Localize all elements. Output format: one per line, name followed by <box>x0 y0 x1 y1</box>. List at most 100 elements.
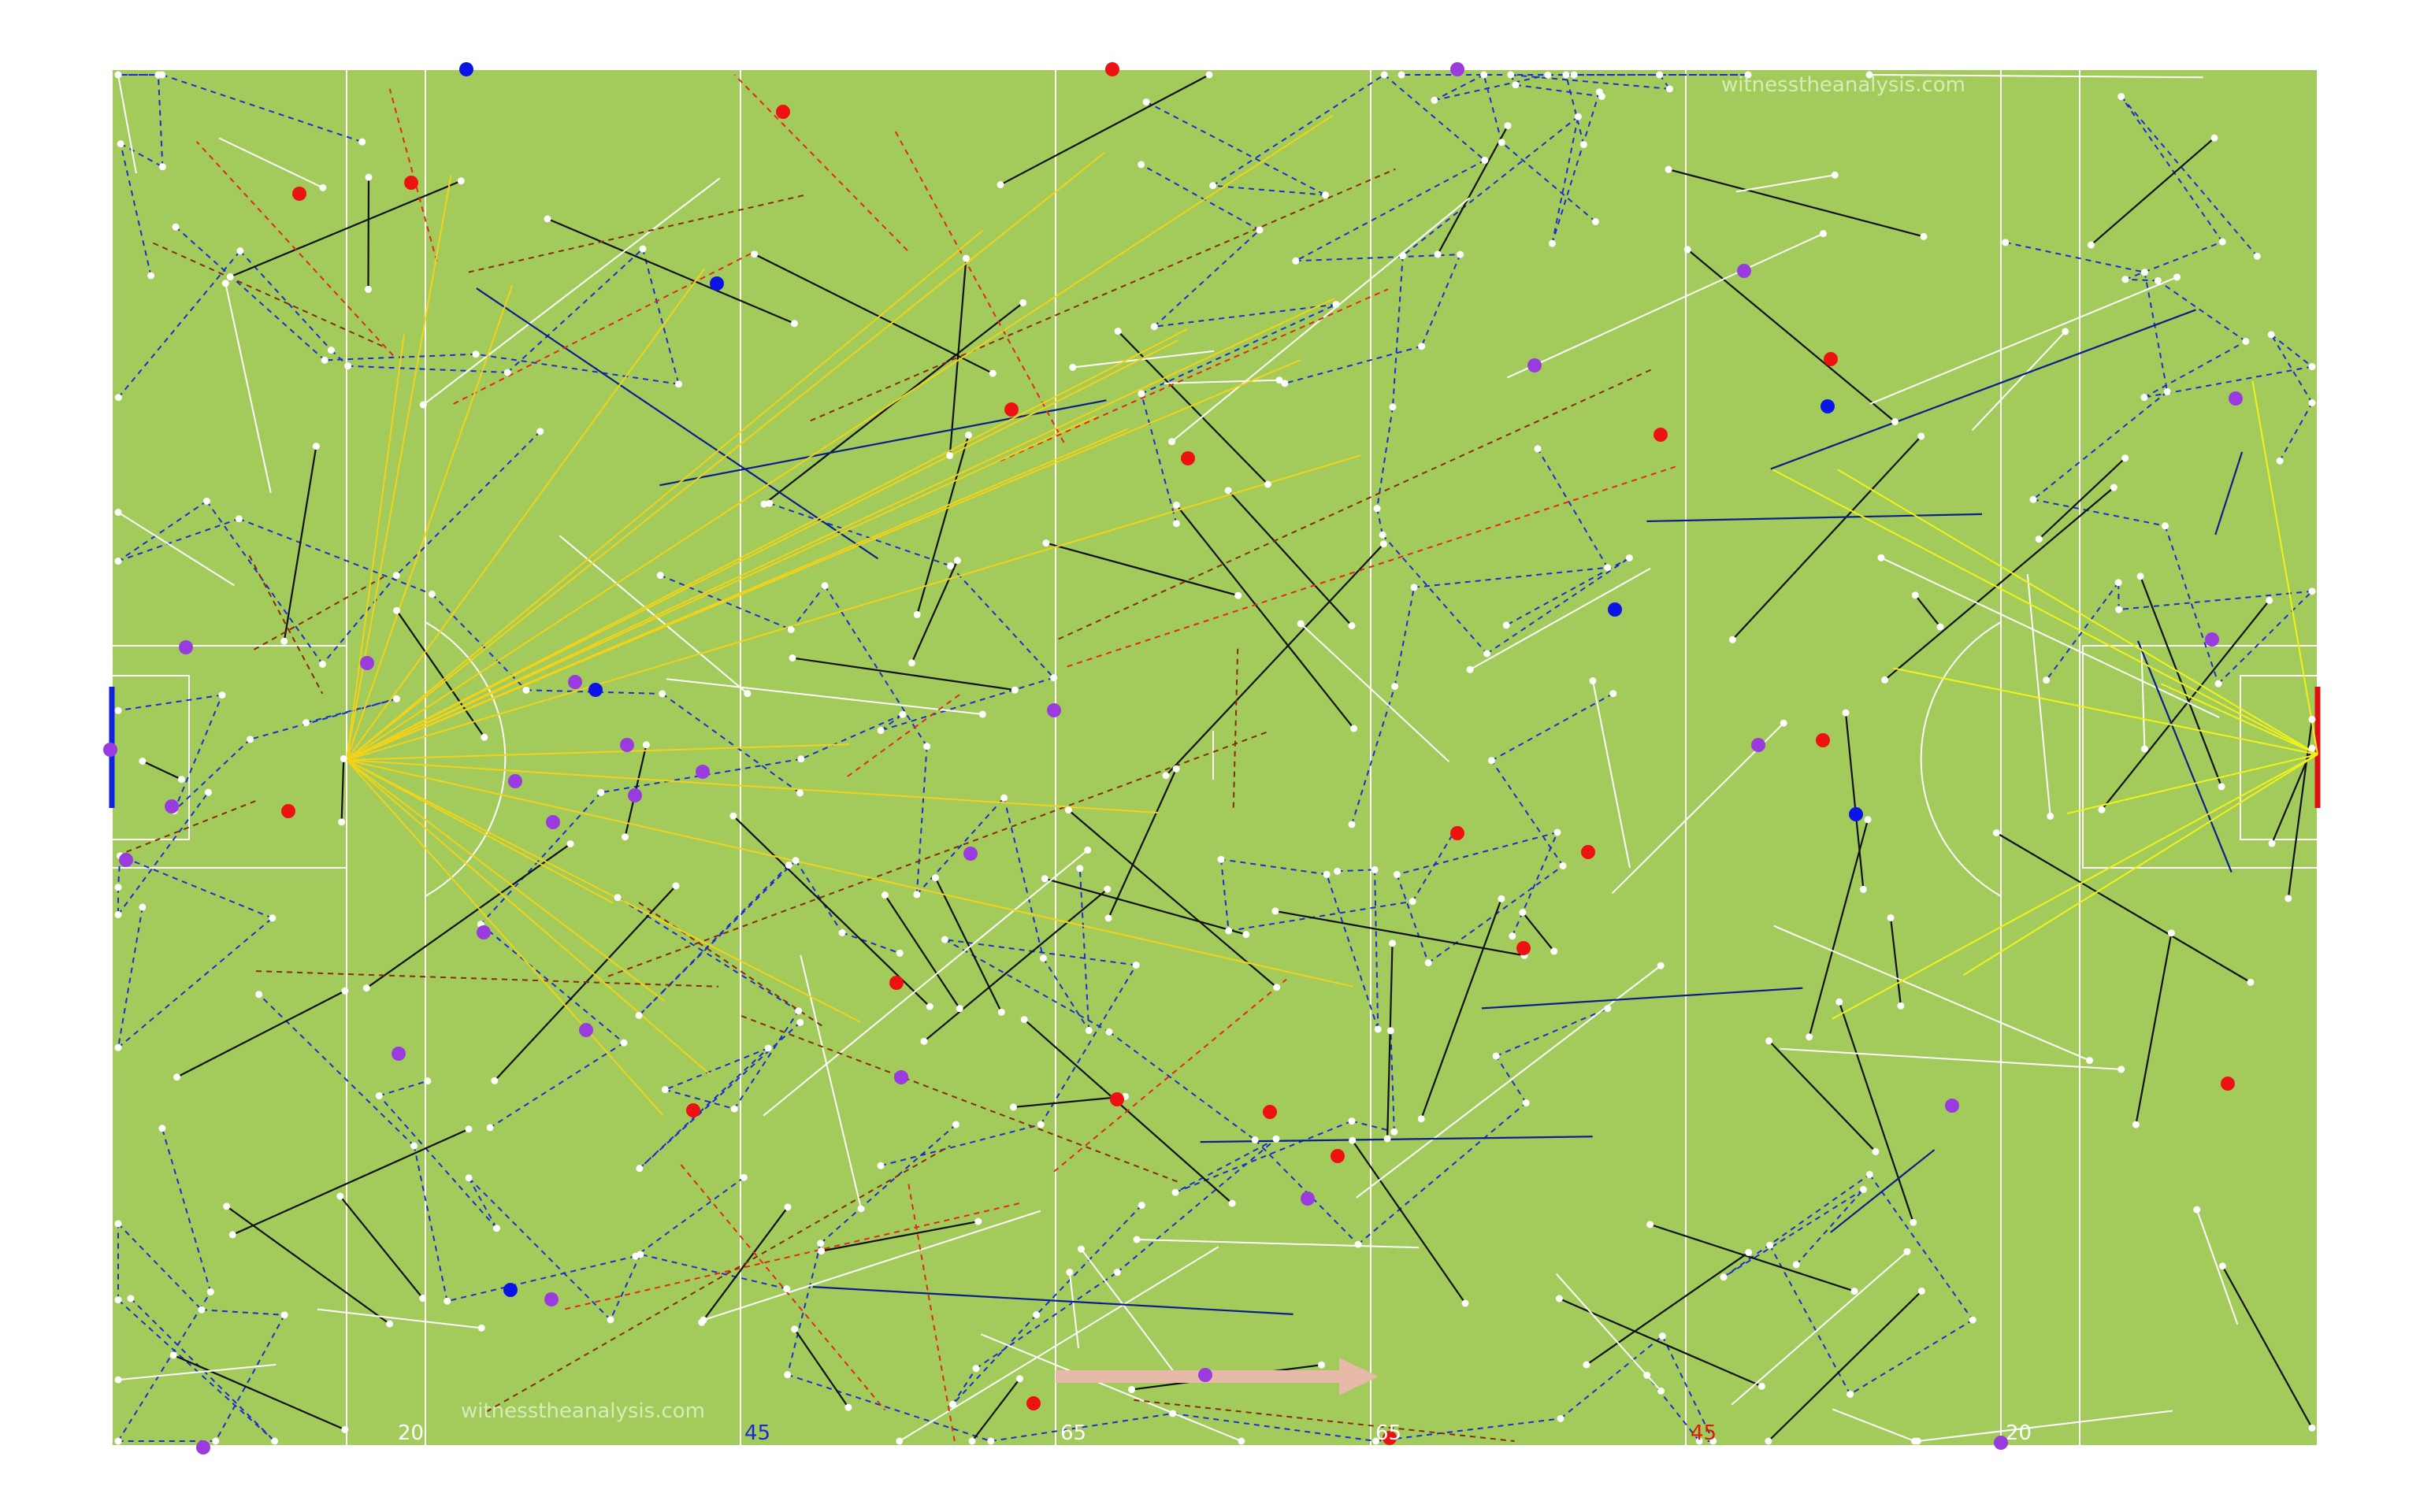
hand-pass-line <box>1220 859 1230 932</box>
hand-pass-line <box>206 500 324 665</box>
pass-node <box>1037 1121 1045 1128</box>
pass-node <box>1066 1269 1074 1277</box>
kick-pass-line <box>176 990 346 1078</box>
pass-node <box>2276 457 2284 465</box>
hand-pass-line <box>1501 142 1597 223</box>
hand-pass-line <box>175 226 325 361</box>
pass-node <box>784 1371 792 1379</box>
hand-pass-line <box>117 694 223 712</box>
pass-node <box>2132 1121 2140 1128</box>
shot-line <box>346 454 1361 761</box>
pass-node <box>1334 867 1342 875</box>
opposition-kick-line <box>1869 276 2177 405</box>
shot-line <box>1962 754 2318 976</box>
pass-node <box>1348 1117 1356 1125</box>
pass-node <box>2193 1206 2201 1214</box>
pass-node <box>923 743 931 750</box>
hand-pass-line <box>2279 402 2313 461</box>
yard-label-65-right: 65 <box>1375 1421 1401 1445</box>
pass-node <box>1665 85 1673 93</box>
hand-pass-line <box>1040 965 1138 1125</box>
hand-pass-line <box>1412 830 1456 902</box>
pass-node <box>2043 676 2051 684</box>
pass-node <box>1466 665 1474 673</box>
kick-pass-line <box>1844 712 1865 890</box>
kick-pass-line <box>1586 1251 1750 1366</box>
pass-node <box>338 818 346 826</box>
hand-pass-line <box>120 854 273 919</box>
neutral-event-dot <box>179 640 193 654</box>
neutral-event-dot <box>360 656 374 670</box>
pass-node <box>791 1325 799 1333</box>
pass-node <box>1550 947 1558 955</box>
pass-node <box>789 654 796 662</box>
pass-node <box>204 788 212 796</box>
pass-node <box>1562 71 1570 79</box>
hand-pass-line <box>916 797 1005 895</box>
kick-pass-line <box>793 1329 849 1408</box>
pass-node <box>1078 1245 1086 1253</box>
pass-node <box>1271 907 1279 915</box>
shot-line <box>346 297 1336 761</box>
hand-pass-line <box>525 689 663 695</box>
pass-node <box>1720 1273 1728 1281</box>
kick-pass-line <box>1013 1095 1126 1109</box>
pass-node <box>1872 1147 1880 1155</box>
hand-pass-line <box>161 1128 212 1292</box>
pass-node <box>206 1288 214 1296</box>
opposition-kick-line <box>317 1308 482 1329</box>
hand-pass-line <box>2032 498 2166 527</box>
hand-pass-line <box>214 1314 285 1442</box>
pass-node-layer <box>114 71 2316 1445</box>
hand-pass-line <box>1175 1138 1277 1194</box>
pass-node <box>2247 978 2255 986</box>
hand-pass-line <box>975 1271 1118 1369</box>
hand-pass-line <box>2125 278 2158 282</box>
pass-node <box>1417 1115 1425 1123</box>
pass-node <box>114 558 122 565</box>
hand-pass-line <box>1413 566 1608 588</box>
pass-node <box>783 1285 791 1293</box>
pass-node <box>1992 829 2000 837</box>
hand-pass-line <box>239 250 332 351</box>
yard-label-45-left: 45 <box>744 1421 770 1445</box>
pass-node <box>1389 403 1397 411</box>
kick-pass-line <box>754 253 993 375</box>
red-team-event-dot <box>1181 451 1195 465</box>
hand-pass-line <box>639 1021 801 1169</box>
neutral-event-dot <box>1047 703 1061 717</box>
pass-node <box>2308 587 2316 595</box>
pass-node <box>926 1002 933 1010</box>
turnover-kick-line <box>388 88 438 261</box>
pass-node <box>1424 959 1432 967</box>
pass-node <box>327 346 335 354</box>
pass-node <box>255 991 263 999</box>
opposition-kick-line <box>1164 379 1279 384</box>
neutral-event-dot <box>1527 358 1542 372</box>
pass-node <box>1534 445 1542 453</box>
hand-pass-line <box>1515 83 1602 98</box>
hand-pass-line <box>1397 832 1558 876</box>
kick-pass-line <box>1067 809 1278 988</box>
hand-pass-line <box>1434 74 1485 102</box>
watermark-bottom: witnesstheanalysis.com <box>461 1399 705 1423</box>
opposition-kick-line <box>559 535 748 695</box>
pass-node <box>2308 1424 2316 1432</box>
kick-pass-line <box>1175 504 1355 729</box>
pass-node <box>2218 1262 2226 1270</box>
pass-node <box>1431 96 1438 104</box>
shot-line <box>346 268 706 761</box>
red-team-event-dot <box>776 105 790 119</box>
pass-node <box>2121 276 2129 284</box>
pass-node <box>302 719 310 727</box>
pass-node <box>661 1086 669 1094</box>
red-team-event-dot <box>686 1103 700 1117</box>
turnover-kick-line <box>468 194 807 273</box>
hand-pass-line <box>1351 686 1396 825</box>
pass-node <box>1379 540 1387 548</box>
pass-node <box>989 369 997 377</box>
pass-node <box>319 183 327 191</box>
pass-node <box>1744 71 1752 79</box>
pass-node <box>1172 520 1180 528</box>
opposition-kick-line <box>1300 623 1450 762</box>
